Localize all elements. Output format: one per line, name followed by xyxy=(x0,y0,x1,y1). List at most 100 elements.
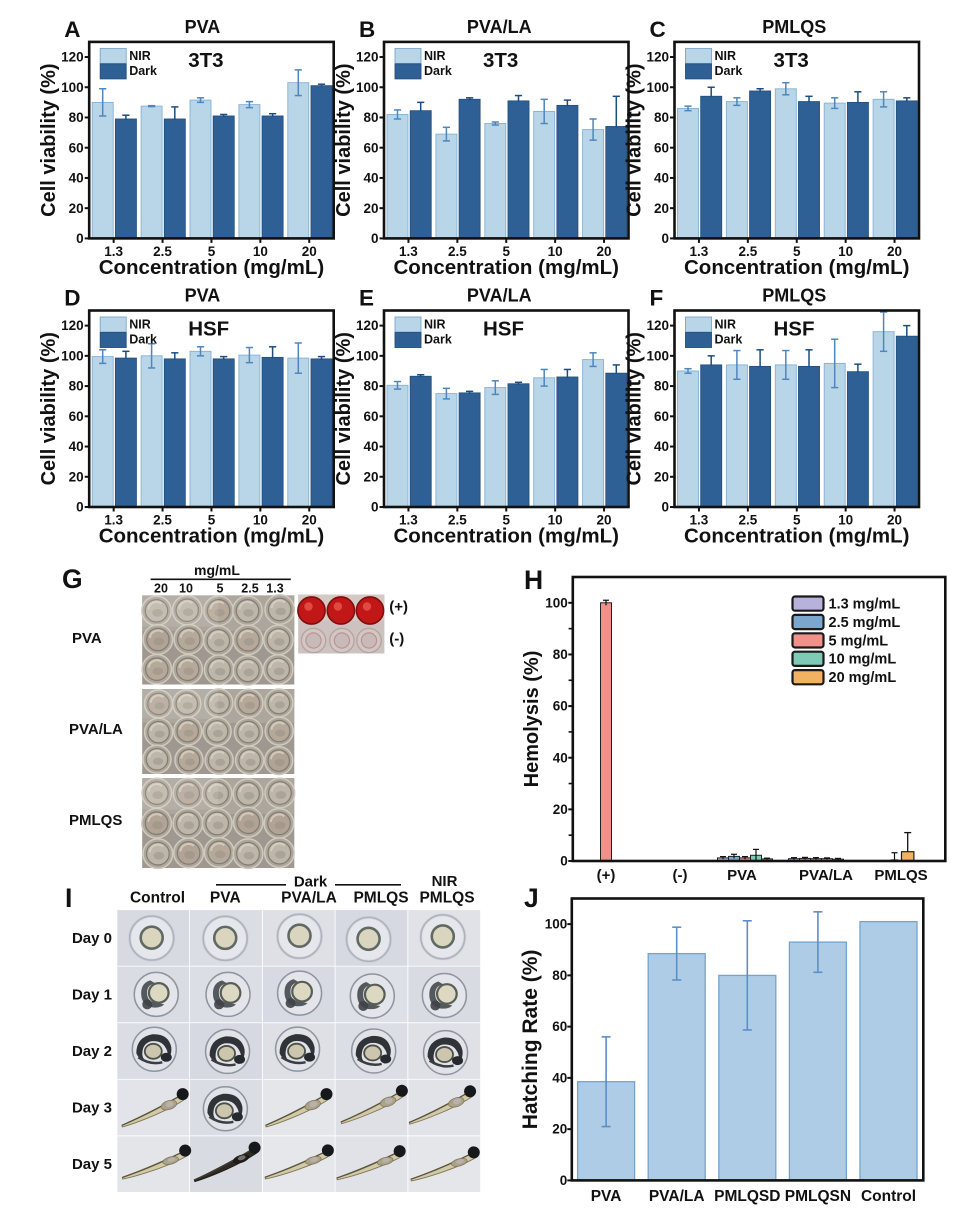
svg-text:80: 80 xyxy=(654,379,669,394)
svg-text:3T3: 3T3 xyxy=(483,49,518,72)
svg-text:Dark: Dark xyxy=(715,64,743,78)
svg-text:1.3 mg/mL: 1.3 mg/mL xyxy=(829,597,901,613)
svg-text:0: 0 xyxy=(76,231,84,246)
svg-text:20: 20 xyxy=(69,469,84,484)
svg-text:80: 80 xyxy=(654,110,669,125)
svg-text:40: 40 xyxy=(552,1070,567,1085)
svg-text:Concentration (mg/mL): Concentration (mg/mL) xyxy=(99,525,325,548)
svg-text:40: 40 xyxy=(69,171,84,186)
svg-text:1.3: 1.3 xyxy=(690,244,709,259)
svg-text:20: 20 xyxy=(302,513,317,528)
svg-text:20: 20 xyxy=(597,244,612,259)
svg-text:Cell viability (%): Cell viability (%) xyxy=(333,63,355,216)
svg-text:Dark: Dark xyxy=(715,333,743,347)
svg-text:80: 80 xyxy=(363,379,378,394)
svg-text:100: 100 xyxy=(646,348,669,363)
svg-text:G: G xyxy=(62,564,83,594)
svg-text:NIR: NIR xyxy=(424,49,446,63)
svg-text:20: 20 xyxy=(363,201,378,216)
svg-text:60: 60 xyxy=(363,140,378,155)
svg-text:PMLQS: PMLQS xyxy=(762,17,826,37)
svg-text:PVA: PVA xyxy=(185,286,221,306)
svg-text:Dark: Dark xyxy=(424,64,452,78)
svg-text:HSF: HSF xyxy=(188,318,229,341)
svg-text:PMLQS: PMLQS xyxy=(419,890,474,907)
svg-text:NIR: NIR xyxy=(129,49,151,63)
svg-text:20: 20 xyxy=(154,582,168,596)
svg-text:20: 20 xyxy=(654,201,669,216)
svg-text:Dark: Dark xyxy=(294,874,328,891)
svg-text:100: 100 xyxy=(61,80,84,95)
svg-text:10: 10 xyxy=(838,513,853,528)
svg-text:20: 20 xyxy=(552,1122,567,1137)
svg-text:2.5: 2.5 xyxy=(241,582,258,596)
svg-text:100: 100 xyxy=(61,348,84,363)
svg-text:2.5: 2.5 xyxy=(448,513,467,528)
svg-text:1.3: 1.3 xyxy=(266,582,283,596)
svg-text:1.3: 1.3 xyxy=(690,513,709,528)
svg-text:0: 0 xyxy=(371,231,379,246)
svg-text:10: 10 xyxy=(548,513,563,528)
svg-text:60: 60 xyxy=(654,140,669,155)
svg-text:PMLQS: PMLQS xyxy=(762,286,826,306)
svg-text:Hemolysis (%): Hemolysis (%) xyxy=(521,651,543,788)
svg-text:PVA: PVA xyxy=(210,890,241,907)
svg-text:40: 40 xyxy=(654,439,669,454)
svg-text:Concentration (mg/mL): Concentration (mg/mL) xyxy=(394,256,620,279)
svg-text:100: 100 xyxy=(545,595,568,610)
svg-text:(-): (-) xyxy=(673,867,688,884)
svg-text:NIR: NIR xyxy=(715,318,737,332)
svg-text:120: 120 xyxy=(646,50,669,65)
svg-text:120: 120 xyxy=(356,318,379,333)
svg-text:0: 0 xyxy=(560,854,568,869)
svg-text:Control: Control xyxy=(130,890,185,907)
svg-text:PMLQS: PMLQS xyxy=(353,890,408,907)
svg-text:Day 1: Day 1 xyxy=(72,987,112,1004)
svg-text:0: 0 xyxy=(560,1173,568,1188)
svg-text:5: 5 xyxy=(793,244,801,259)
svg-text:PVA/LA: PVA/LA xyxy=(799,867,853,884)
svg-text:Day 3: Day 3 xyxy=(72,1100,112,1117)
svg-text:20: 20 xyxy=(887,244,902,259)
svg-text:E: E xyxy=(359,286,374,311)
svg-text:10: 10 xyxy=(179,582,193,596)
svg-text:120: 120 xyxy=(356,50,379,65)
svg-text:5: 5 xyxy=(208,244,216,259)
svg-text:60: 60 xyxy=(552,1019,567,1034)
svg-text:D: D xyxy=(64,286,80,311)
svg-text:NIR: NIR xyxy=(424,318,446,332)
svg-text:PVA: PVA xyxy=(727,867,757,884)
svg-text:2.5: 2.5 xyxy=(448,244,467,259)
svg-text:10: 10 xyxy=(253,244,268,259)
svg-text:NIR: NIR xyxy=(129,318,151,332)
svg-text:Day 2: Day 2 xyxy=(72,1043,112,1060)
svg-text:Concentration (mg/mL): Concentration (mg/mL) xyxy=(394,525,620,548)
svg-text:60: 60 xyxy=(654,409,669,424)
svg-text:1.3: 1.3 xyxy=(104,513,123,528)
svg-text:(+): (+) xyxy=(597,867,616,884)
svg-text:40: 40 xyxy=(363,439,378,454)
svg-text:HSF: HSF xyxy=(774,318,815,341)
svg-text:20 mg/mL: 20 mg/mL xyxy=(829,670,897,686)
svg-text:PVA: PVA xyxy=(591,1188,622,1205)
svg-text:PMLQSN: PMLQSN xyxy=(785,1188,851,1205)
svg-text:2.5 mg/mL: 2.5 mg/mL xyxy=(829,615,901,631)
svg-text:5: 5 xyxy=(793,513,801,528)
svg-text:2.5: 2.5 xyxy=(153,244,172,259)
svg-text:100: 100 xyxy=(356,80,379,95)
svg-text:20: 20 xyxy=(887,513,902,528)
svg-text:10: 10 xyxy=(548,244,563,259)
svg-text:40: 40 xyxy=(654,171,669,186)
svg-text:60: 60 xyxy=(363,409,378,424)
svg-text:40: 40 xyxy=(553,750,568,765)
svg-text:B: B xyxy=(359,17,375,42)
svg-text:Concentration (mg/mL): Concentration (mg/mL) xyxy=(684,525,910,548)
svg-text:0: 0 xyxy=(76,500,84,515)
svg-text:PVA: PVA xyxy=(185,17,221,37)
svg-text:1.3: 1.3 xyxy=(104,244,123,259)
svg-text:Concentration (mg/mL): Concentration (mg/mL) xyxy=(99,256,325,279)
svg-text:0: 0 xyxy=(661,231,669,246)
svg-text:2.5: 2.5 xyxy=(738,244,757,259)
svg-text:mg/mL: mg/mL xyxy=(194,562,240,578)
svg-text:Day 0: Day 0 xyxy=(72,930,112,947)
